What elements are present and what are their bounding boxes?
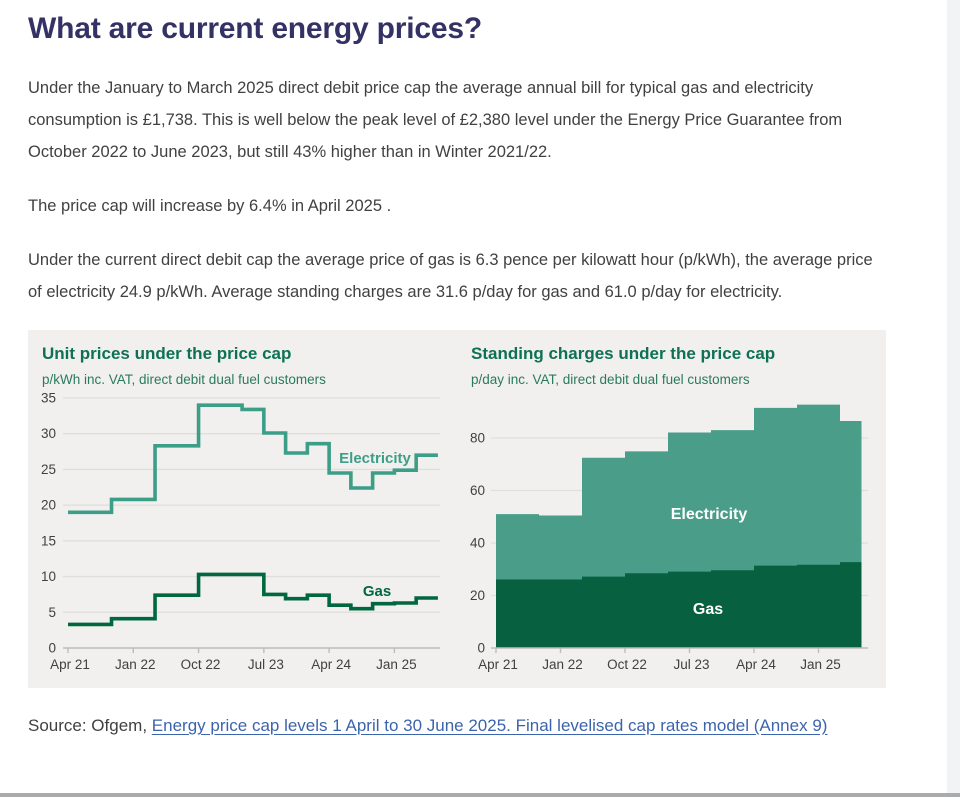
svg-text:Apr 21: Apr 21 — [50, 657, 90, 672]
svg-text:5: 5 — [48, 605, 56, 620]
source-prefix: Source: Ofgem, — [28, 716, 152, 735]
svg-text:Electricity: Electricity — [339, 450, 411, 467]
svg-text:Jul 23: Jul 23 — [673, 657, 709, 672]
svg-text:35: 35 — [41, 390, 56, 405]
standing-charges-chart-title: Standing charges under the price cap — [471, 344, 776, 363]
unit-prices-chart: Unit prices under the price cap p/kWh in… — [28, 330, 457, 688]
svg-text:Electricity: Electricity — [671, 506, 748, 523]
svg-text:30: 30 — [41, 426, 56, 441]
page-title: What are current energy prices? — [28, 12, 482, 45]
svg-text:Oct 22: Oct 22 — [607, 657, 647, 672]
standing-charges-chart-subtitle: p/day inc. VAT, direct debit dual fuel c… — [471, 372, 750, 387]
standing-charges-stacked-area-chart: Apr 21 Jan 22 Oct 22 Jul 23 Apr 24 Jan 25 0 20 4… — [470, 404, 868, 672]
unit-prices-step-line-chart: Apr 21 Jan 22 Oct 22 Jul 23 Apr 24 Jan 25 0 5 10… — [41, 390, 440, 672]
svg-text:10: 10 — [41, 569, 56, 584]
svg-text:Jan 22: Jan 22 — [115, 657, 156, 672]
svg-text:Jan 25: Jan 25 — [800, 657, 841, 672]
svg-text:40: 40 — [470, 536, 485, 551]
svg-text:Apr 24: Apr 24 — [311, 657, 351, 672]
svg-text:Jul 23: Jul 23 — [248, 657, 284, 672]
svg-text:Oct 22: Oct 22 — [181, 657, 221, 672]
unit-prices-chart-title: Unit prices under the price cap — [42, 344, 292, 363]
standing-charges-chart: Standing charges under the price cap p/d… — [457, 330, 886, 688]
svg-text:Apr 21: Apr 21 — [478, 657, 518, 672]
paragraph-price-cap-overview: Under the January to March 2025 direct d… — [28, 79, 843, 161]
svg-text:0: 0 — [477, 641, 485, 656]
svg-text:Apr 24: Apr 24 — [736, 657, 776, 672]
article-content: What are current energy prices? Under th… — [28, 12, 886, 742]
svg-text:0: 0 — [48, 641, 56, 656]
paragraph-unit-prices: Under the current direct debit cap the a… — [28, 251, 873, 301]
svg-text:60: 60 — [470, 483, 485, 498]
svg-text:Jan 25: Jan 25 — [376, 657, 417, 672]
svg-text:Jan 22: Jan 22 — [542, 657, 583, 672]
svg-text:80: 80 — [470, 431, 485, 446]
svg-text:Gas: Gas — [693, 601, 723, 618]
scrollbar-track[interactable] — [947, 0, 960, 797]
svg-text:25: 25 — [41, 462, 56, 477]
source-attribution: Source: Ofgem, Energy price cap levels 1… — [28, 710, 876, 742]
svg-text:20: 20 — [41, 498, 56, 513]
svg-text:15: 15 — [41, 533, 56, 548]
unit-prices-chart-subtitle: p/kWh inc. VAT, direct debit dual fuel c… — [42, 372, 326, 387]
source-link[interactable]: Energy price cap levels 1 April to 30 Ju… — [151, 716, 828, 735]
energy-prices-charts-panel: Unit prices under the price cap p/kWh in… — [28, 330, 886, 688]
svg-text:20: 20 — [470, 588, 485, 603]
paragraph-price-cap-increase: The price cap will increase by 6.4% in A… — [28, 197, 392, 215]
svg-text:Gas: Gas — [363, 583, 391, 600]
page-bottom-divider — [0, 793, 960, 797]
